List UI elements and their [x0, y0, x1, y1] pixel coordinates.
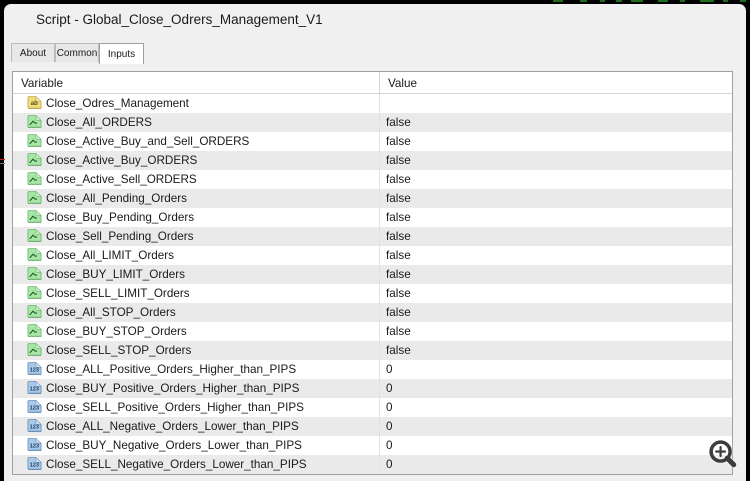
svg-text:123: 123 — [30, 405, 39, 411]
svg-text:123: 123 — [30, 443, 39, 449]
svg-text:123: 123 — [30, 462, 39, 468]
svg-text:123: 123 — [30, 367, 39, 373]
svg-text:123: 123 — [30, 424, 39, 430]
svg-text:123: 123 — [30, 386, 39, 392]
svg-text:ab: ab — [31, 100, 38, 107]
